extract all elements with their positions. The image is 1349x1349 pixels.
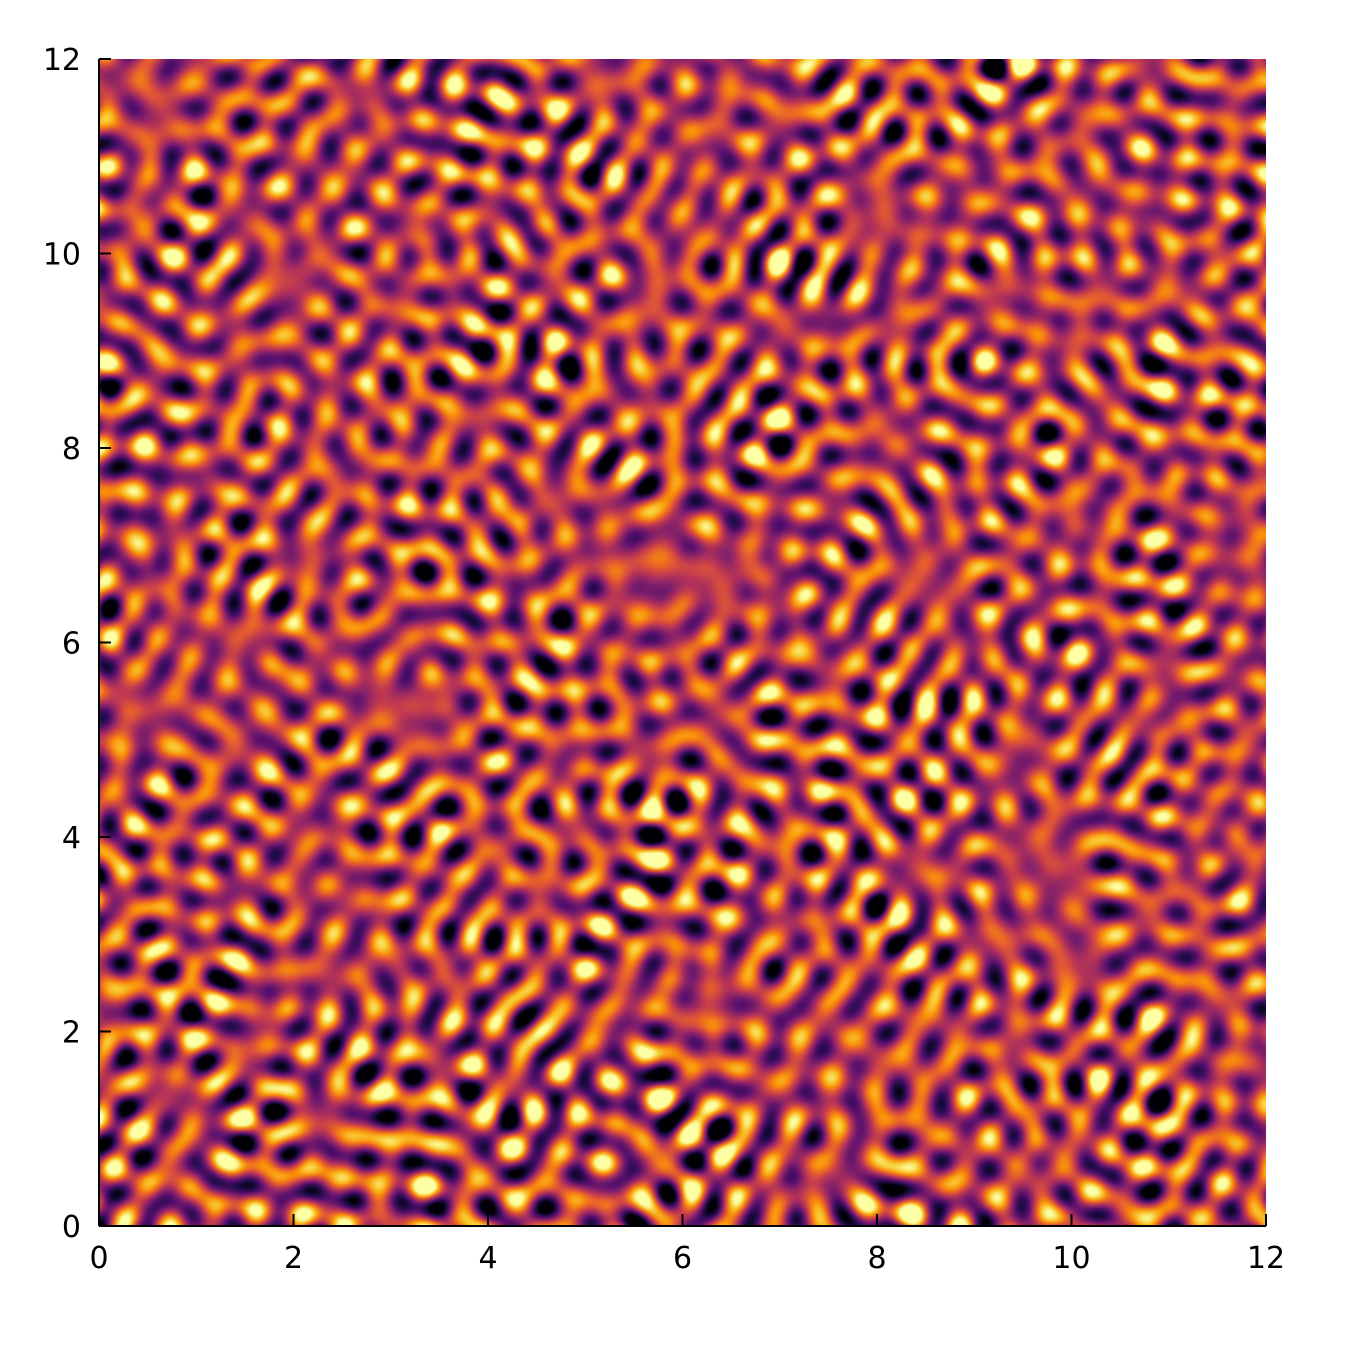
heatmap-plot-area <box>99 59 1266 1226</box>
x-tick-label: 0 <box>89 1241 108 1276</box>
x-tick-label: 8 <box>867 1241 886 1276</box>
y-tick-label: 2 <box>62 1016 81 1051</box>
y-tick-label: 12 <box>43 43 81 78</box>
heatmap-image <box>99 59 1266 1226</box>
y-tick-label: 4 <box>62 821 81 856</box>
x-tick-label: 10 <box>1052 1241 1090 1276</box>
x-tick-label: 2 <box>284 1241 303 1276</box>
y-tick-label: 6 <box>62 627 81 662</box>
x-tick-label: 4 <box>478 1241 497 1276</box>
x-tick-label: 12 <box>1247 1241 1285 1276</box>
x-tick-label: 6 <box>673 1241 692 1276</box>
y-tick-label: 0 <box>62 1210 81 1245</box>
y-tick-label: 8 <box>62 432 81 467</box>
y-tick-label: 10 <box>43 238 81 273</box>
